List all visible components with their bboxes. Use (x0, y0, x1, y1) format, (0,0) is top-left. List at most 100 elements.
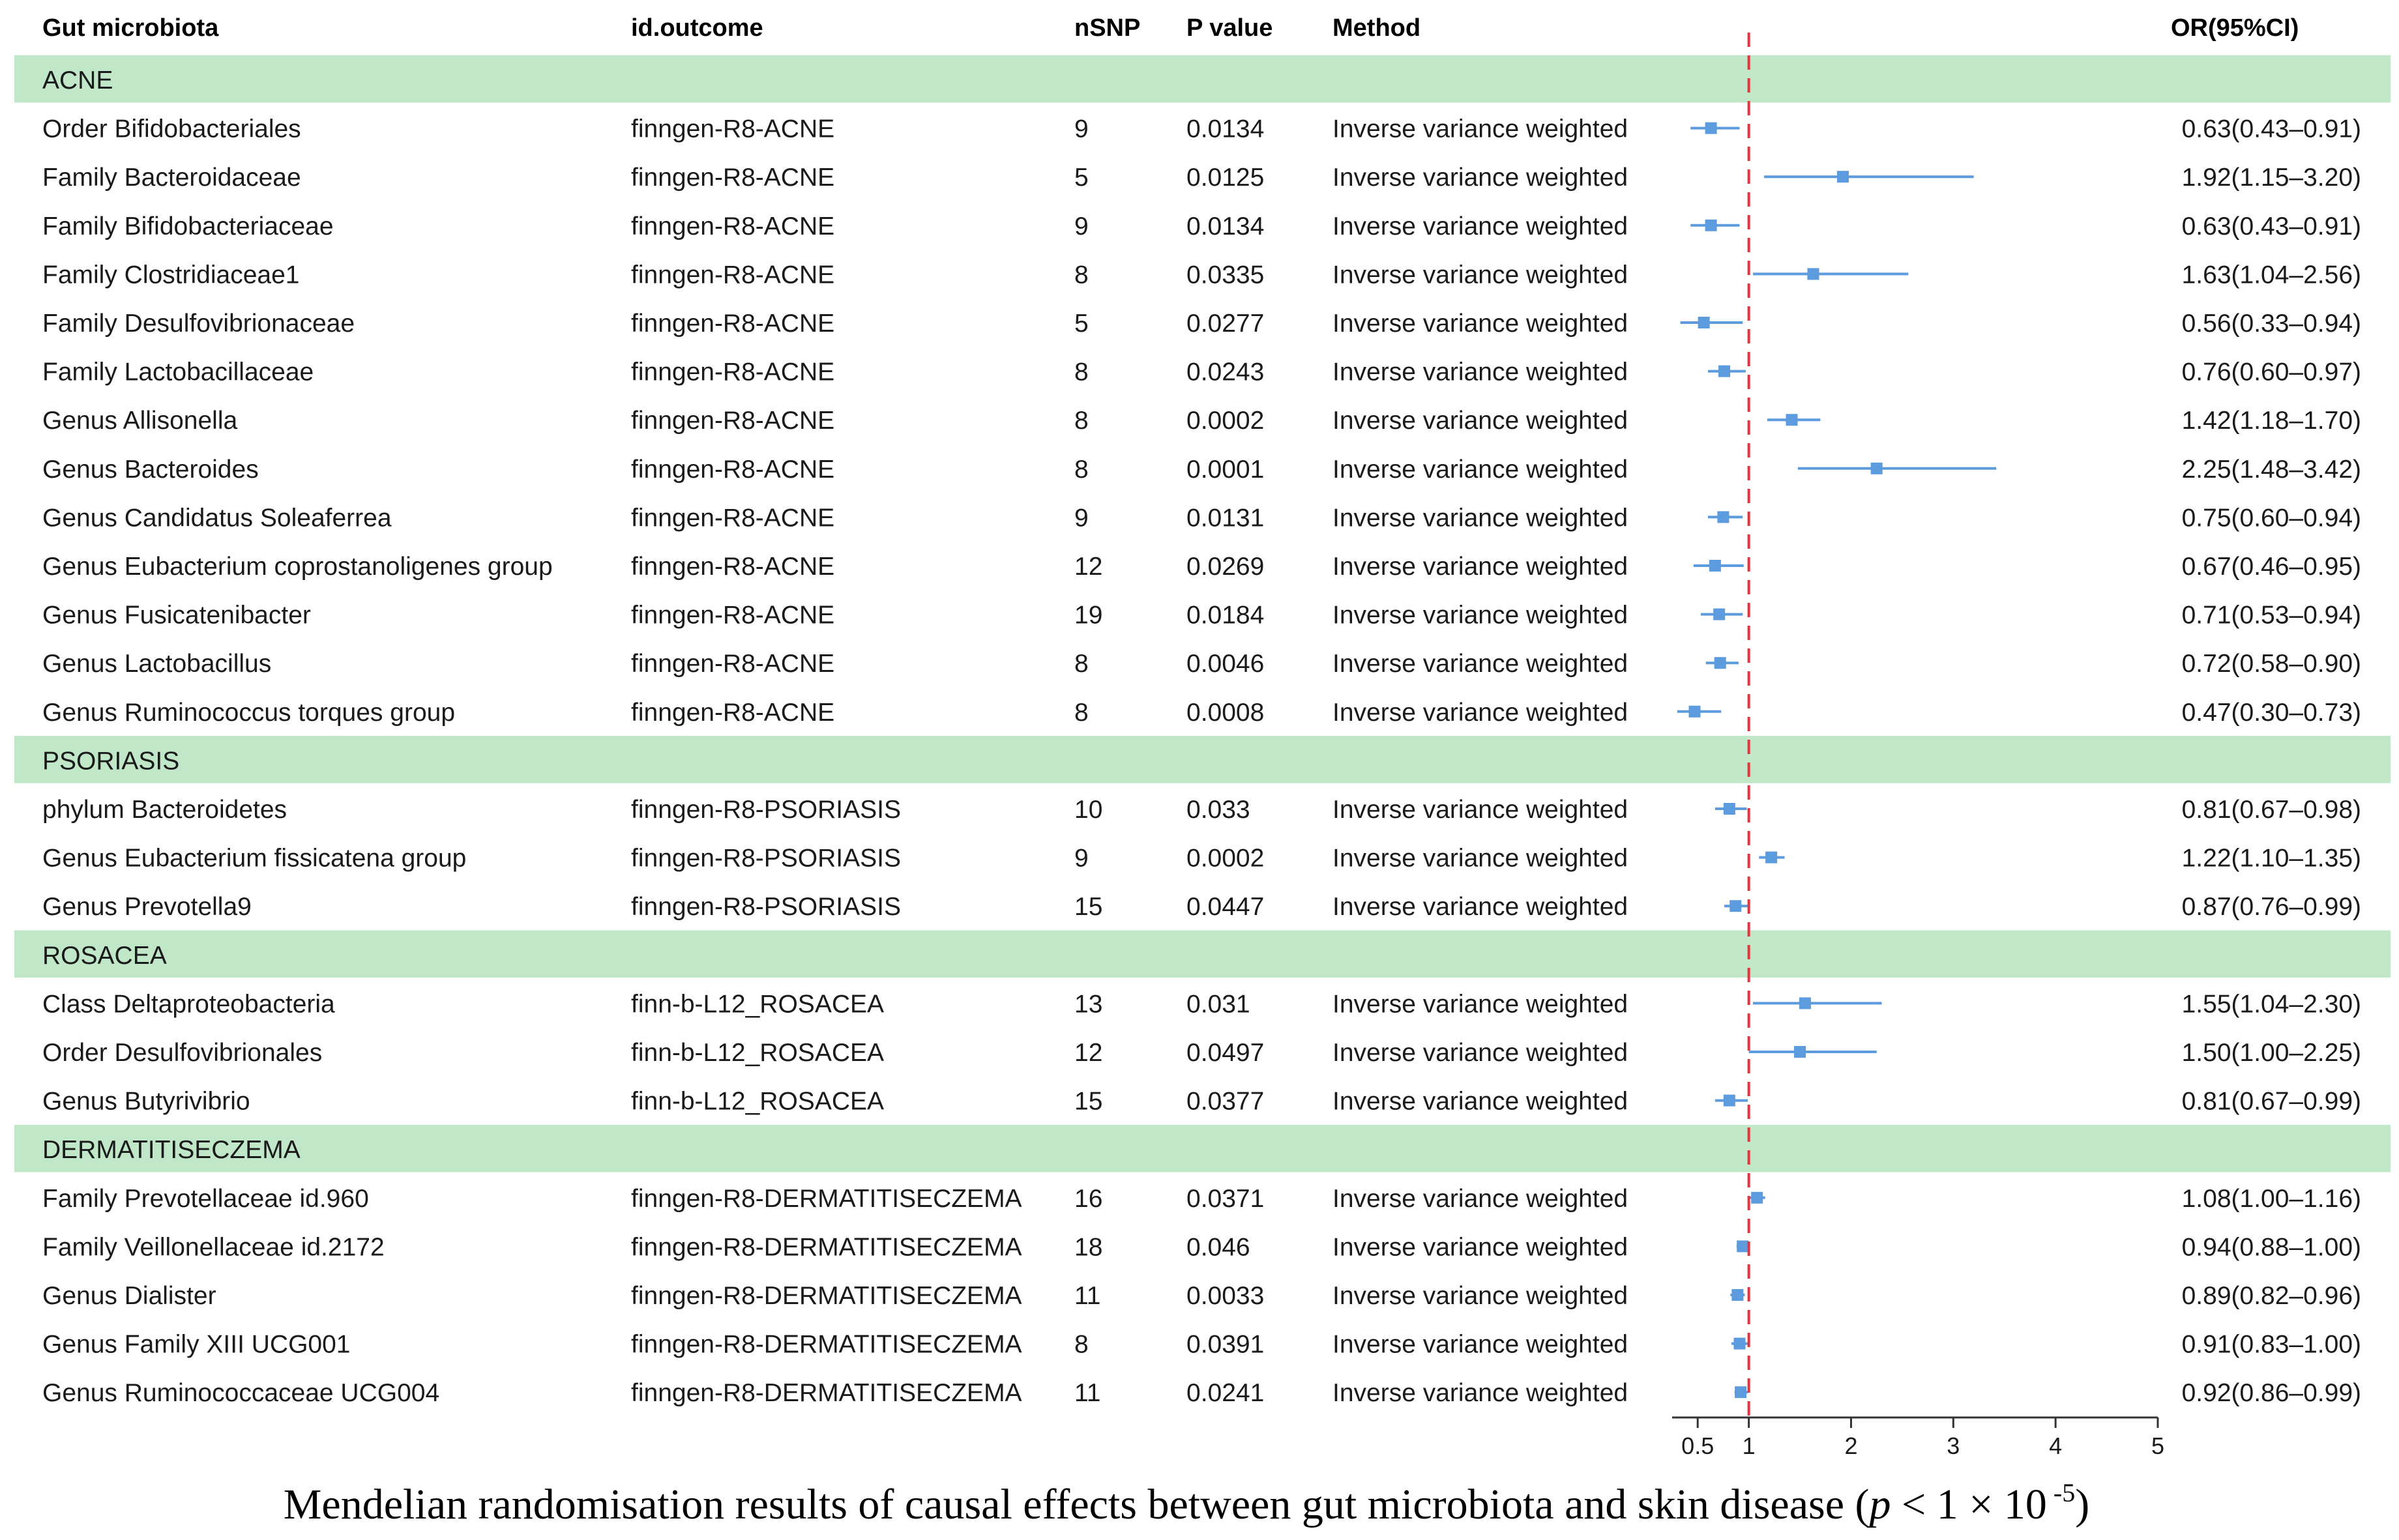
group-bands (14, 55, 2391, 1172)
method-cell: Inverse variance weighted (1332, 358, 1628, 386)
method-cell: Inverse variance weighted (1332, 845, 1628, 873)
or-point (1709, 560, 1721, 572)
or-point (1731, 1289, 1744, 1301)
or-ci-cell: 1.50(1.00–2.25) (2182, 1039, 2361, 1067)
method-cell: Inverse variance weighted (1332, 310, 1628, 338)
or-ci-cell: 1.55(1.04–2.30) (2182, 990, 2361, 1018)
or-point (1799, 997, 1811, 1010)
table-row: Genus Fusicatenibacter finngen-R8-ACNE 19 0… (42, 602, 2361, 630)
gut-microbiota-cell: Order Bifidobacteriales (42, 115, 301, 143)
outcome-cell: finngen-R8-DERMATITISECZEMA (631, 1331, 1022, 1359)
header-id-outcome: id.outcome (631, 14, 763, 42)
outcome-cell: finngen-R8-DERMATITISECZEMA (631, 1282, 1022, 1310)
p-value-cell: 0.0377 (1186, 1088, 1264, 1116)
or-point (1735, 1386, 1747, 1399)
or-point (1714, 657, 1726, 669)
method-cell: Inverse variance weighted (1332, 1039, 1628, 1067)
method-cell: Inverse variance weighted (1332, 602, 1628, 630)
or-ci-cell: 0.56(0.33–0.94) (2182, 310, 2361, 338)
header-nsnp: nSNP (1074, 14, 1140, 42)
x-axis-tick-label: 5 (2151, 1432, 2164, 1459)
outcome-cell: finngen-R8-ACNE (631, 310, 834, 338)
p-value-cell: 0.0277 (1186, 310, 1264, 338)
nsnp-cell: 8 (1074, 699, 1089, 727)
outcome-cell: finn-b-L12_ROSACEA (631, 1088, 884, 1116)
outcome-cell: finngen-R8-ACNE (631, 602, 834, 630)
or-point (1870, 462, 1883, 474)
gut-microbiota-cell: Genus Fusicatenibacter (42, 602, 311, 630)
table-row: Genus Allisonella finngen-R8-ACNE 8 0.0002 I… (42, 407, 2361, 435)
method-cell: Inverse variance weighted (1332, 1185, 1628, 1213)
or-point (1765, 851, 1778, 864)
outcome-cell: finngen-R8-ACNE (631, 115, 834, 143)
nsnp-cell: 8 (1074, 358, 1089, 386)
p-value-cell: 0.031 (1186, 990, 1250, 1018)
method-cell: Inverse variance weighted (1332, 1088, 1628, 1116)
table-row: Genus Dialister finngen-R8-DERMATITISECZE… (42, 1282, 2361, 1310)
or-point (1751, 1191, 1763, 1204)
table-row: Family Lactobacillaceae finngen-R8-ACNE 8 0… (42, 358, 2361, 386)
outcome-cell: finngen-R8-DERMATITISECZEMA (631, 1379, 1022, 1407)
outcome-cell: finngen-R8-ACNE (631, 650, 834, 678)
or-point (1794, 1046, 1806, 1058)
or-point (1733, 1337, 1746, 1350)
figure-caption: Mendelian randomisation results of causa… (284, 1478, 2089, 1528)
method-cell: Inverse variance weighted (1332, 164, 1628, 192)
table-row: Genus Candidatus Soleaferrea finngen-R8-A… (42, 504, 2361, 532)
gut-microbiota-cell: Family Veillonellaceae id.2172 (42, 1233, 385, 1261)
gut-microbiota-cell: Genus Eubacterium coprostanoligenes grou… (42, 553, 553, 581)
outcome-cell: finngen-R8-PSORIASIS (631, 893, 901, 921)
nsnp-cell: 8 (1074, 650, 1089, 678)
outcome-cell: finngen-R8-PSORIASIS (631, 845, 901, 873)
gut-microbiota-cell: Genus Butyrivibrio (42, 1088, 250, 1116)
caption-p-symbol: p (1866, 1481, 1891, 1528)
method-cell: Inverse variance weighted (1332, 1331, 1628, 1359)
outcome-cell: finngen-R8-DERMATITISECZEMA (631, 1185, 1022, 1213)
caption-main-text: Mendelian randomisation results of causa… (284, 1481, 1870, 1528)
caption-exponent: -5 (2047, 1478, 2075, 1507)
outcome-cell: finngen-R8-ACNE (631, 164, 834, 192)
table-row: Genus Ruminococcaceae UCG004 finngen-R8-D… (42, 1379, 2361, 1407)
p-value-cell: 0.0134 (1186, 115, 1264, 143)
nsnp-cell: 12 (1074, 1039, 1102, 1067)
outcome-cell: finngen-R8-PSORIASIS (631, 796, 901, 824)
or-point (1698, 317, 1710, 328)
outcome-cell: finngen-R8-ACNE (631, 358, 834, 386)
caption-close: ) (2075, 1481, 2089, 1528)
outcome-cell: finn-b-L12_ROSACEA (631, 990, 884, 1018)
p-value-cell: 0.046 (1186, 1233, 1250, 1261)
gut-microbiota-cell: Order Desulfovibrionales (42, 1039, 322, 1067)
p-value-cell: 0.0002 (1186, 407, 1264, 435)
or-ci-cell: 1.42(1.18–1.70) (2182, 407, 2361, 435)
gut-microbiota-cell: Family Bacteroidaceae (42, 164, 301, 192)
nsnp-cell: 8 (1074, 456, 1089, 484)
outcome-cell: finngen-R8-ACNE (631, 699, 834, 727)
p-value-cell: 0.0243 (1186, 358, 1264, 386)
or-point (1723, 1094, 1735, 1107)
gut-microbiota-cell: Genus Lactobacillus (42, 650, 271, 678)
or-ci-cell: 0.47(0.30–0.73) (2182, 699, 2361, 727)
outcome-cell: finngen-R8-ACNE (631, 261, 834, 289)
p-value-cell: 0.0184 (1186, 602, 1264, 630)
group-label: ACNE (42, 66, 113, 94)
method-cell: Inverse variance weighted (1332, 1233, 1628, 1261)
nsnp-cell: 8 (1074, 1331, 1089, 1359)
outcome-cell: finngen-R8-ACNE (631, 407, 834, 435)
x-axis-tick-label: 2 (1844, 1432, 1857, 1459)
or-ci-cell: 0.94(0.88–1.00) (2182, 1233, 2361, 1261)
forest-plot-area: 0.5 1 2 3 4 5 (1672, 33, 2164, 1459)
p-value-cell: 0.0391 (1186, 1331, 1264, 1359)
outcome-cell: finngen-R8-ACNE (631, 212, 834, 240)
group-band (14, 55, 2391, 103)
table-row: Genus Eubacterium coprostanoligenes grou… (42, 553, 2361, 581)
nsnp-cell: 19 (1074, 602, 1102, 630)
group-label: ROSACEA (42, 942, 167, 970)
table-row: Genus Eubacterium fissicatena group finng… (42, 845, 2361, 873)
method-cell: Inverse variance weighted (1332, 115, 1628, 143)
nsnp-cell: 9 (1074, 115, 1089, 143)
gut-microbiota-cell: Genus Allisonella (42, 407, 237, 435)
nsnp-cell: 5 (1074, 164, 1089, 192)
gut-microbiota-cell: Genus Dialister (42, 1282, 216, 1310)
group-label: DERMATITISECZEMA (42, 1136, 301, 1164)
